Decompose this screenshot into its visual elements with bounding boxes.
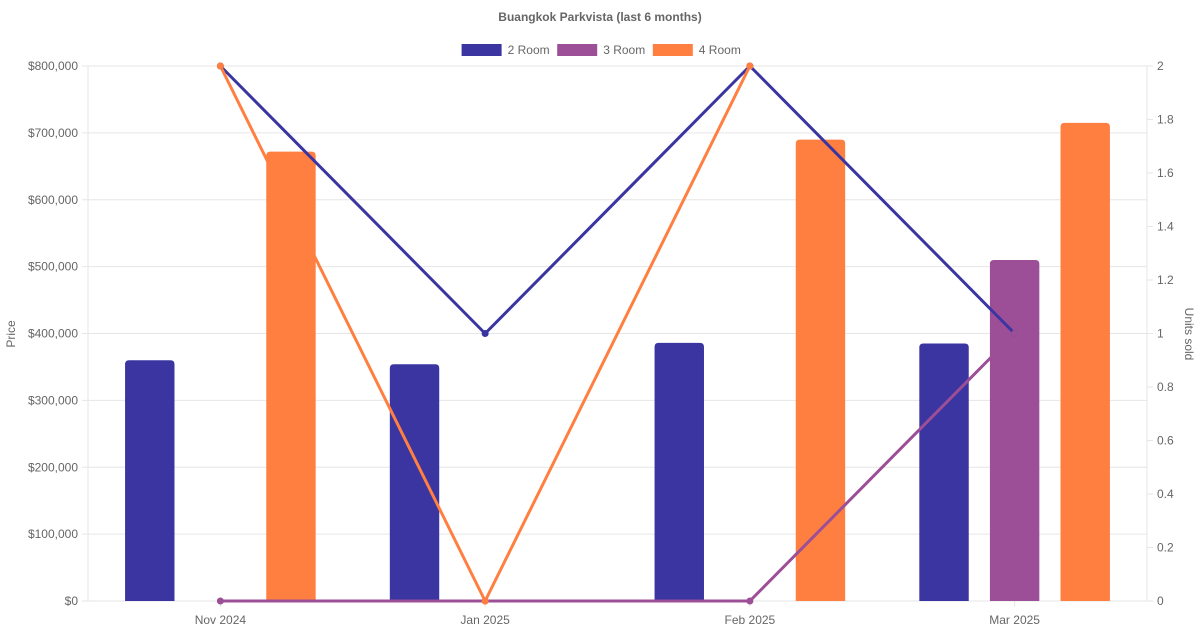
units-sold-point (216, 62, 224, 70)
bar (654, 342, 704, 601)
bar (389, 364, 440, 601)
right-tick-label: 2 (1157, 59, 1164, 73)
units-sold-point (216, 597, 224, 605)
x-axis: Nov 2024 Jan 2025 Feb 2025 Mar 2025 (195, 601, 1040, 627)
left-axis: $0 $100,000 $200,000 $300,000 $400,000 $500,0… (28, 59, 78, 608)
right-axis: 0 0.2 0.4 0.6 0.8 1 1.2 1.4 1.6 1.8 2 (1147, 59, 1174, 608)
x-tick-label: Feb 2025 (725, 613, 776, 627)
left-tick-label: $700,000 (28, 126, 78, 140)
right-tick-label: 1 (1157, 327, 1164, 341)
right-tick-label: 0 (1157, 594, 1164, 608)
left-tick-label: $100,000 (28, 527, 78, 541)
units-sold-point (481, 330, 489, 337)
bar (919, 343, 969, 601)
grid (82, 65, 1148, 602)
units-sold-point (481, 597, 489, 605)
left-tick-label: $600,000 (28, 193, 78, 207)
right-tick-label: 1.8 (1157, 113, 1174, 127)
legend-label: 2 Room (508, 43, 550, 57)
legend-label: 4 Room (699, 43, 741, 57)
units-sold-point (746, 597, 754, 605)
right-tick-label: 0.2 (1157, 541, 1174, 555)
bar (1060, 122, 1110, 601)
left-tick-label: $500,000 (28, 260, 78, 274)
left-tick-label: $0 (65, 594, 79, 608)
left-tick-label: $400,000 (28, 327, 78, 341)
legend-label: 3 Room (603, 43, 645, 57)
right-tick-label: 0.8 (1157, 380, 1174, 394)
legend-swatch (557, 44, 598, 56)
left-tick-label: $800,000 (28, 59, 78, 73)
bars (125, 122, 1110, 601)
x-tick-label: Mar 2025 (989, 613, 1040, 627)
right-tick-label: 1.2 (1157, 273, 1174, 287)
chart-title: Buangkok Parkvista (last 6 months) (498, 10, 701, 24)
units-sold-line (220, 332, 1016, 603)
left-tick-label: $300,000 (28, 393, 78, 407)
legend-item: 2 Room (461, 43, 550, 57)
x-tick-label: Jan 2025 (460, 613, 510, 627)
legend-item: 4 Room (652, 43, 741, 57)
legend-swatch (461, 44, 502, 56)
left-axis-label: Price (4, 320, 18, 348)
units-sold-line (219, 64, 1016, 335)
x-tick-label: Nov 2024 (195, 613, 247, 627)
legend-item: 3 Room (557, 43, 645, 57)
right-tick-label: 1.6 (1157, 166, 1174, 180)
bar (989, 259, 1040, 601)
legend-swatch (652, 44, 693, 56)
right-axis-label: Units sold (1182, 308, 1196, 361)
legend: 2 Room 3 Room 4 Room (461, 43, 741, 57)
right-tick-label: 0.6 (1157, 434, 1174, 448)
points (216, 62, 1019, 605)
units-sold-point (1011, 330, 1019, 337)
units-sold-point (746, 62, 754, 70)
left-tick-label: $200,000 (28, 460, 78, 474)
bar (125, 360, 175, 601)
bar (795, 139, 846, 601)
bar (266, 151, 316, 601)
right-tick-label: 0.4 (1157, 487, 1174, 501)
right-tick-label: 1.4 (1157, 220, 1174, 234)
